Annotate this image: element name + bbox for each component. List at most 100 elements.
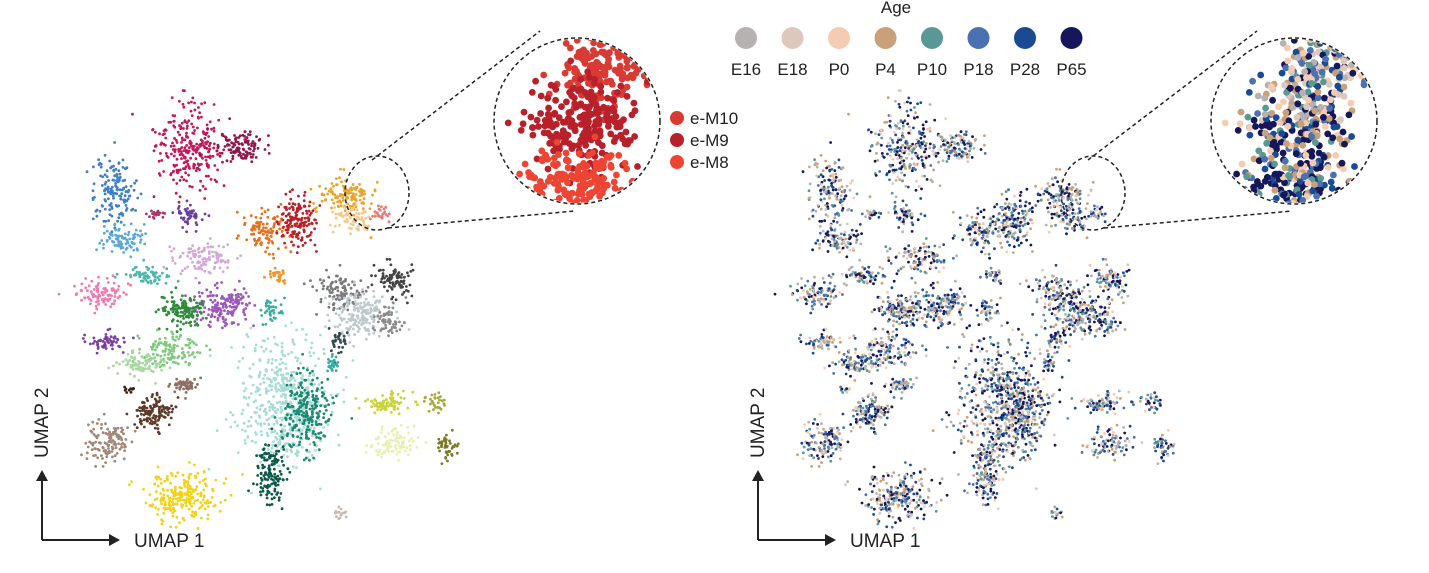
right-point (916, 115, 919, 119)
left-point (326, 369, 329, 373)
left-point (175, 141, 179, 144)
left-point (110, 440, 113, 444)
left-point (156, 362, 159, 366)
left-inset-point (590, 14, 597, 21)
left-point (267, 417, 271, 420)
left-inset-point (566, 140, 573, 148)
left-point (125, 391, 129, 394)
left-point (179, 298, 183, 302)
left-inset-point (616, 62, 624, 70)
right-point (915, 138, 919, 142)
left-point (309, 346, 313, 350)
left-point (314, 420, 318, 423)
left-point (107, 219, 110, 223)
left-point (96, 347, 100, 350)
left-point (272, 451, 276, 455)
left-point (376, 314, 380, 318)
left-point (434, 406, 437, 409)
left-point (173, 390, 177, 394)
left-point (188, 167, 191, 170)
left-point (138, 409, 142, 413)
left-point (124, 204, 128, 207)
left-point (92, 165, 95, 169)
left-point (175, 324, 179, 328)
left-point (202, 261, 206, 265)
left-point (201, 303, 205, 307)
left-point (109, 187, 113, 191)
left-point (128, 372, 132, 376)
left-point (100, 454, 103, 457)
left-point (89, 302, 92, 306)
left-point (156, 282, 159, 286)
left-point (390, 273, 393, 277)
left-point (188, 341, 192, 345)
left-point (350, 417, 354, 420)
left-point (176, 314, 180, 317)
left-point (318, 184, 321, 188)
left-point (267, 423, 271, 426)
left-point (298, 418, 301, 422)
left-point (221, 326, 224, 330)
left-inset-point (601, 219, 608, 226)
left-point (204, 477, 207, 481)
left-point (267, 152, 271, 155)
left-point (213, 164, 217, 167)
left-point (244, 302, 248, 306)
left-inset-point (558, 170, 566, 178)
left-inset-point (600, 22, 607, 29)
left-point (400, 324, 404, 328)
left-point (116, 372, 120, 375)
left-point (164, 152, 168, 155)
left-point (280, 230, 284, 233)
left-point (448, 450, 452, 453)
left-point (224, 136, 228, 140)
left-point (334, 312, 338, 315)
left-inset-point (551, 83, 558, 90)
left-point (172, 356, 176, 360)
left-point (353, 220, 356, 224)
left-point (147, 267, 151, 271)
left-point (216, 301, 220, 305)
left-point (194, 513, 198, 516)
left-point (240, 301, 244, 305)
left-point (301, 377, 304, 381)
left-point (190, 114, 194, 117)
left-point (277, 278, 281, 281)
left-inset-point (565, 64, 573, 72)
left-point (128, 244, 132, 248)
left-point (208, 294, 212, 298)
left-point (159, 497, 163, 501)
left-point (349, 191, 353, 195)
left-point (180, 175, 184, 179)
left-point (314, 218, 317, 222)
left-point (207, 250, 211, 254)
left-point (363, 301, 366, 304)
left-point (315, 376, 319, 380)
left-point (337, 505, 341, 509)
left-point (181, 357, 184, 360)
left-point (345, 190, 348, 193)
left-point (243, 140, 247, 144)
left-point (186, 307, 190, 311)
right-point (901, 121, 905, 125)
left-point (316, 397, 319, 401)
left-point (85, 457, 89, 460)
left-point (109, 343, 113, 347)
left-point (116, 296, 120, 300)
left-point (236, 366, 240, 370)
left-point (289, 197, 293, 201)
left-point (171, 337, 175, 341)
left-point (146, 276, 150, 279)
left-point (258, 416, 262, 419)
left-point (214, 304, 218, 308)
left-point (270, 446, 274, 450)
left-point (115, 174, 119, 178)
left-point (291, 235, 294, 239)
left-point (251, 383, 255, 387)
left-point (121, 246, 125, 250)
left-point (390, 311, 394, 314)
left-point (273, 222, 276, 226)
left-inset-point (613, 171, 620, 179)
left-point (260, 206, 264, 210)
left-point (372, 263, 376, 267)
